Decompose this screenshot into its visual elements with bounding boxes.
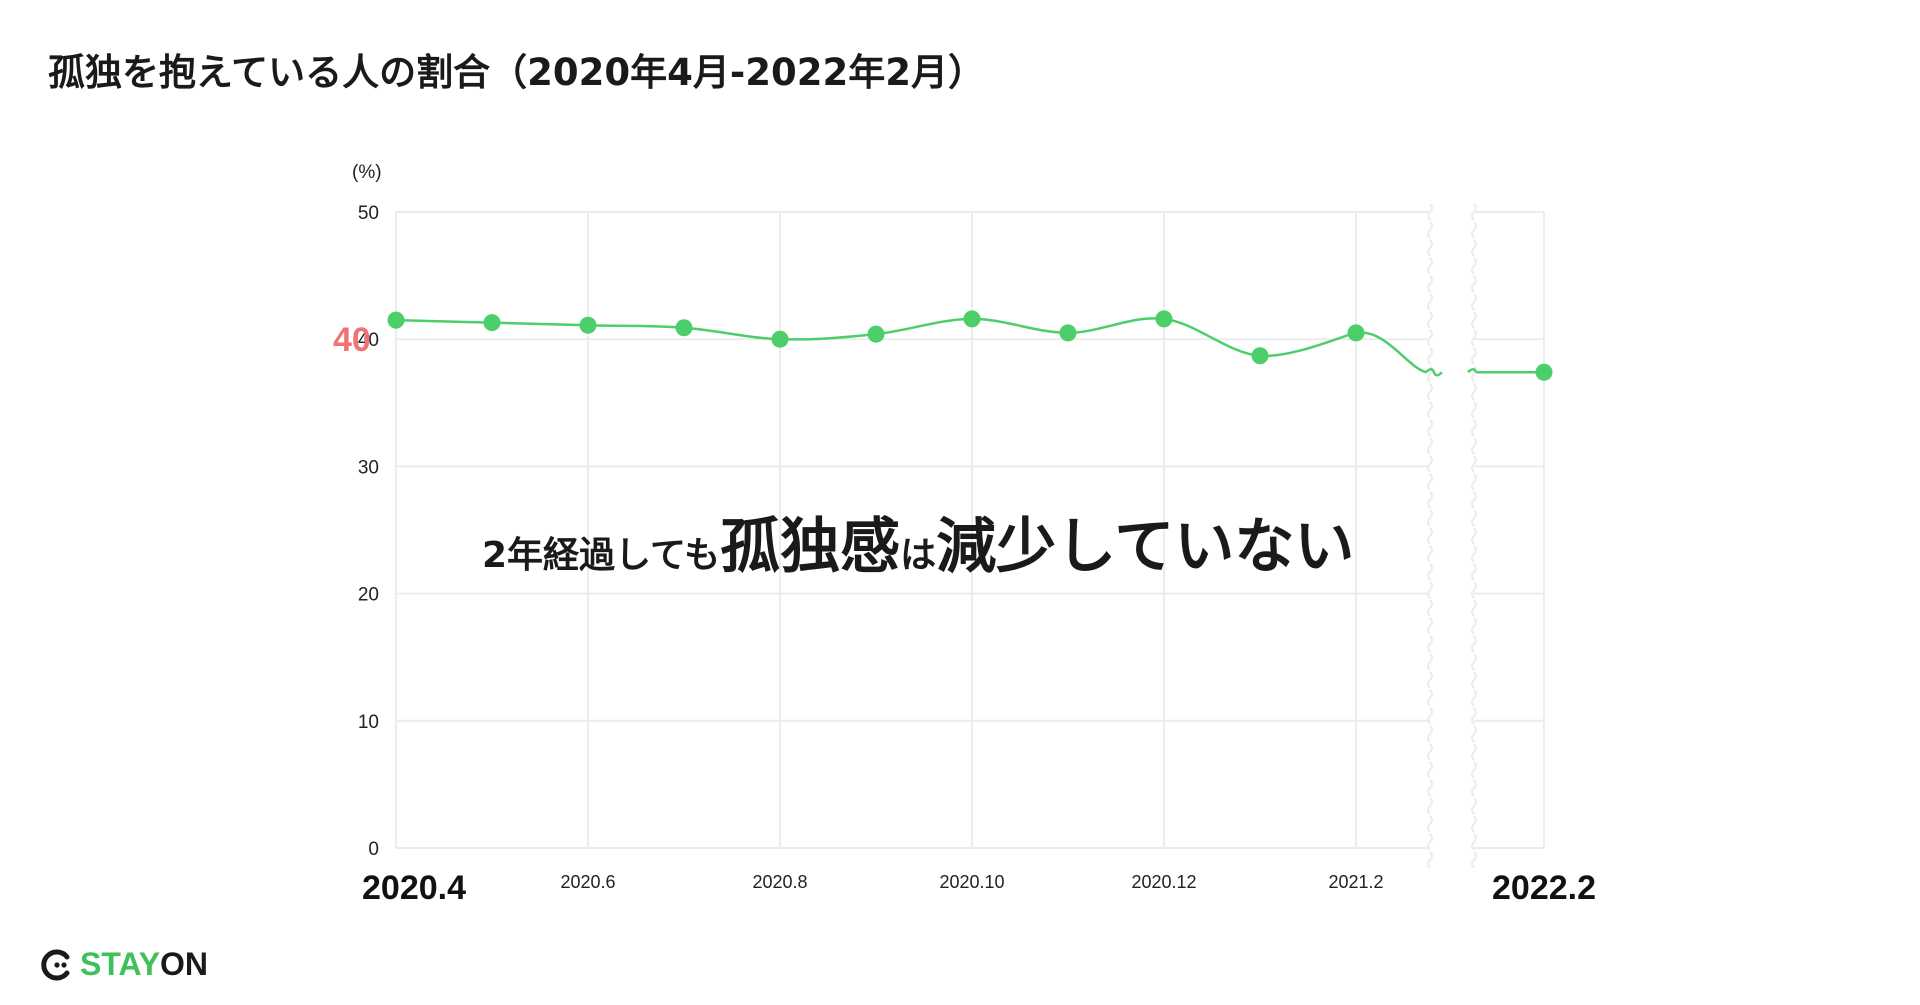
y-tick-label: 10 xyxy=(358,712,379,733)
series-break-mark xyxy=(1467,368,1478,374)
x-tick-label: 2020.6 xyxy=(560,872,615,892)
annotation-part: 孤独感 xyxy=(720,512,901,582)
annotation-part: は xyxy=(900,535,937,576)
y-tick-label: 50 xyxy=(358,203,379,224)
y-tick-label: 40 xyxy=(358,330,379,351)
y-highlight-label: 40 xyxy=(333,321,371,359)
series-break-mark xyxy=(1425,368,1443,377)
y-axis-unit-label: (%) xyxy=(352,162,382,183)
x-tick-label: 2022.2 xyxy=(1492,869,1596,907)
y-tick-label: 0 xyxy=(368,839,379,860)
brand-logo: STAY ON xyxy=(40,946,208,983)
axis-break-mark xyxy=(1471,203,1477,869)
data-point xyxy=(1155,310,1173,328)
annotation-part: 2年経過しても xyxy=(482,535,721,576)
data-point xyxy=(483,314,501,332)
x-tick-label: 2020.4 xyxy=(362,869,466,907)
data-point xyxy=(1535,363,1553,381)
smile-icon xyxy=(41,949,70,980)
data-point xyxy=(675,319,693,337)
page-title: 孤独を抱えている人の割合（2020年4月-2022年2月） xyxy=(48,51,985,94)
y-tick-label: 20 xyxy=(358,585,379,606)
x-tick-label: 2020.8 xyxy=(752,872,807,892)
data-point xyxy=(1059,324,1077,342)
data-point xyxy=(771,330,789,348)
series-line xyxy=(395,317,1427,374)
x-tick-label: 2020.10 xyxy=(939,872,1004,892)
annotation-part: 減少していない xyxy=(936,512,1355,582)
data-point xyxy=(579,316,597,334)
data-point xyxy=(867,325,885,343)
chart-annotation: 2年経過しても孤独感は減少していない xyxy=(482,498,1354,585)
x-tick-label: 2021.2 xyxy=(1328,872,1383,892)
data-point xyxy=(387,311,405,329)
data-point xyxy=(1347,324,1365,342)
axis-break-mark xyxy=(1427,203,1433,869)
logo-text-stay: STAY xyxy=(80,946,161,982)
logo-text-on: ON xyxy=(160,946,209,982)
y-tick-label: 30 xyxy=(358,457,379,478)
data-point xyxy=(963,310,981,328)
x-tick-label: 2020.12 xyxy=(1131,872,1196,892)
data-point xyxy=(1251,347,1269,365)
